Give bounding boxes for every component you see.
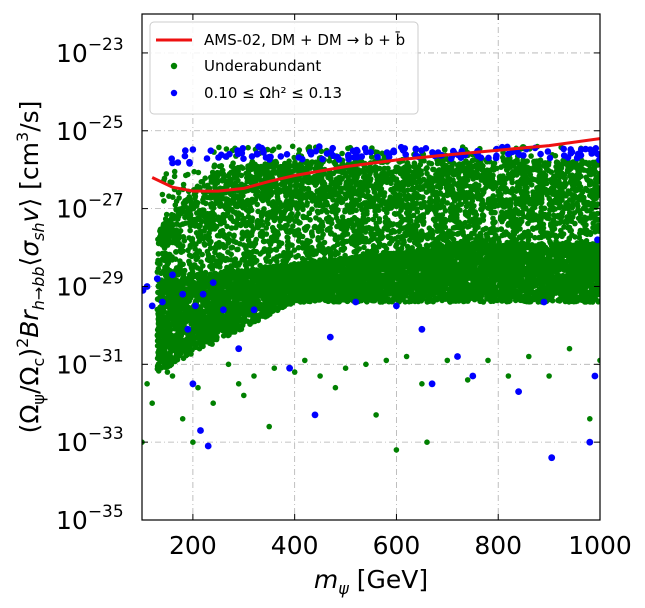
underabundant-point xyxy=(326,171,333,177)
underabundant-point xyxy=(185,247,191,254)
underabundant-point xyxy=(237,222,244,229)
underabundant-point xyxy=(291,247,298,253)
underabundant-point xyxy=(249,215,256,221)
underabundant-point xyxy=(340,247,346,253)
underabundant-point xyxy=(263,258,270,265)
underabundant-point xyxy=(444,200,451,206)
underabundant-point xyxy=(281,249,287,256)
underabundant-point xyxy=(199,251,205,258)
underabundant-point xyxy=(464,224,471,230)
underabundant-point xyxy=(333,215,340,221)
underabundant-point xyxy=(393,241,400,248)
underabundant-point xyxy=(231,232,237,239)
underabundant-point xyxy=(255,208,261,215)
underabundant-point xyxy=(198,259,204,265)
underabundant-point xyxy=(228,251,234,258)
underabundant-point xyxy=(480,217,487,223)
underabundant-point xyxy=(556,298,563,304)
underabundant-point xyxy=(559,209,566,215)
underabundant-point xyxy=(513,201,519,207)
underabundant-point xyxy=(309,206,315,212)
underabundant-point xyxy=(360,211,367,217)
underabundant-point xyxy=(528,182,535,188)
underabundant-point xyxy=(271,217,278,224)
underabundant-point xyxy=(362,205,369,212)
underabundant-point xyxy=(368,236,375,243)
underabundant-point xyxy=(201,228,207,234)
underabundant-point xyxy=(187,227,193,234)
underabundant-point xyxy=(293,213,300,220)
underabundant-point xyxy=(284,242,291,249)
